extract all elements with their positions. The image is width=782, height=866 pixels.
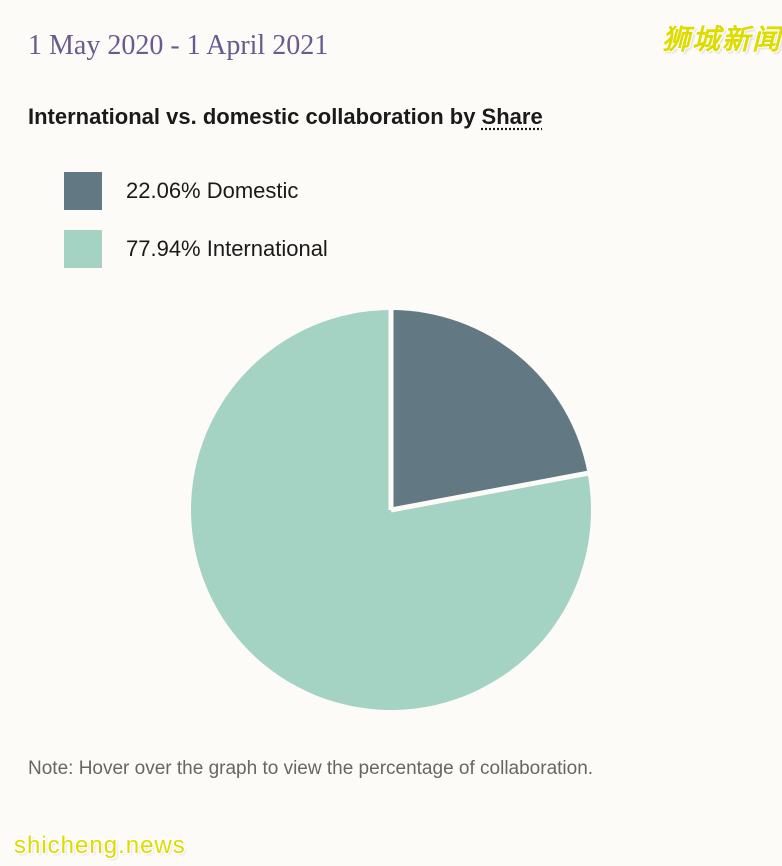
watermark-top: 狮城新闻: [662, 18, 782, 58]
legend-item-domestic: 22.06% Domestic: [64, 172, 754, 210]
chart-note: Note: Hover over the graph to view the p…: [28, 758, 754, 780]
legend-swatch-international: [64, 230, 102, 268]
watermark-bottom: shicheng.news: [14, 832, 186, 860]
date-range: 1 May 2020 - 1 April 2021: [28, 30, 754, 62]
chart-title-prefix: International vs. domestic collaboration…: [28, 104, 482, 129]
legend-swatch-domestic: [64, 172, 102, 210]
pie-chart[interactable]: [181, 300, 601, 720]
chart-title-metric-link[interactable]: Share: [482, 104, 543, 129]
legend-item-international: 77.94% International: [64, 230, 754, 268]
legend: 22.06% Domestic 77.94% International: [64, 172, 754, 268]
pie-chart-container: [28, 300, 754, 720]
legend-label-domestic: 22.06% Domestic: [126, 178, 298, 204]
legend-label-international: 77.94% International: [126, 236, 328, 262]
chart-title: International vs. domestic collaboration…: [28, 104, 754, 130]
